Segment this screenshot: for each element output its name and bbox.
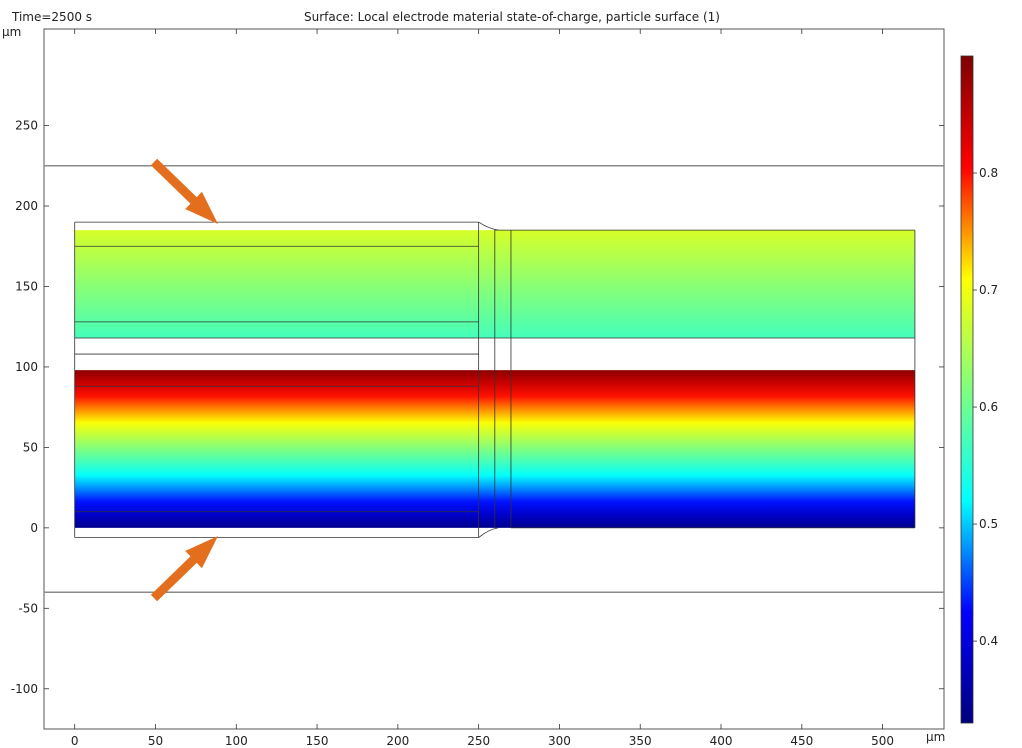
x-tick-label: 150 [306, 734, 329, 748]
x-tick-label: 350 [629, 734, 652, 748]
colorbar-tick-label: 0.6 [979, 400, 998, 414]
outline-curve [478, 221, 499, 231]
y-tick-label: 250 [15, 119, 38, 133]
x-tick-label: 300 [548, 734, 571, 748]
x-tick-label: 0 [71, 734, 79, 748]
colorbar-tick-label: 0.5 [979, 517, 998, 531]
y-tick-label: -50 [18, 601, 38, 615]
reference-lines-layer [44, 165, 944, 593]
y-tick-label: 0 [30, 521, 38, 535]
plot-title: Surface: Local electrode material state-… [304, 10, 720, 24]
y-tick-label: 100 [15, 360, 38, 374]
colorbar-tick-label: 0.4 [979, 634, 998, 648]
annotation-arrow [150, 536, 218, 602]
axis-ticks-layer: 0 50 100 150 200 250 300 350 400 450 500 -100 -50 0 50… [11, 29, 944, 748]
x-tick-label: 450 [790, 734, 813, 748]
x-tick-label: 250 [467, 734, 490, 748]
time-label: Time=2500 s [11, 10, 92, 24]
x-axis-unit-label: µm [926, 730, 945, 744]
colorbar [960, 55, 974, 724]
x-tick-label: 500 [871, 734, 894, 748]
colorbar-tick-label: 0.8 [979, 166, 998, 180]
y-tick-label: 150 [15, 279, 38, 293]
outline-curve [478, 527, 499, 538]
y-tick-label: 200 [15, 199, 38, 213]
y-axis-unit-label: µm [2, 25, 21, 39]
y-tick-label: -100 [11, 682, 38, 696]
x-tick-label: 100 [225, 734, 248, 748]
y-tick-label: 50 [23, 440, 38, 454]
geometry-outline-layer [74, 221, 916, 538]
annotation-arrow [150, 158, 218, 224]
annotation-arrows-layer [150, 158, 218, 602]
x-tick-label: 200 [386, 734, 409, 748]
x-tick-label: 50 [148, 734, 163, 748]
x-tick-label: 400 [710, 734, 733, 748]
colorbar-ticks-layer: 0.4 0.5 0.6 0.7 0.8 [973, 166, 998, 648]
colorbar-tick-label: 0.7 [979, 283, 998, 297]
